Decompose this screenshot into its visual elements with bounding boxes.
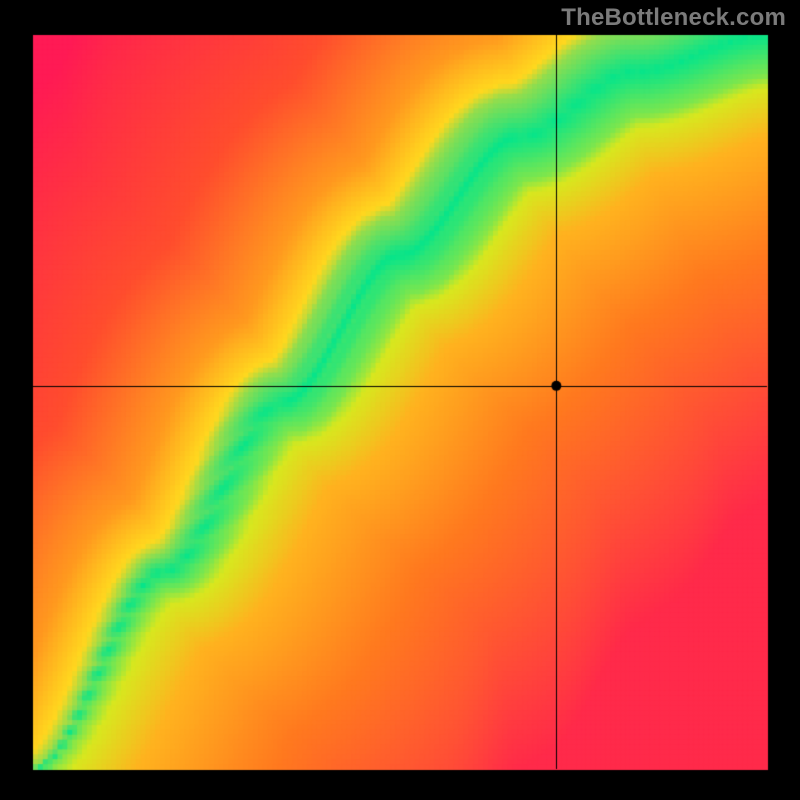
root-container: TheBottleneck.com xyxy=(0,0,800,800)
watermark-text: TheBottleneck.com xyxy=(561,4,786,32)
heatmap-canvas xyxy=(0,0,800,800)
